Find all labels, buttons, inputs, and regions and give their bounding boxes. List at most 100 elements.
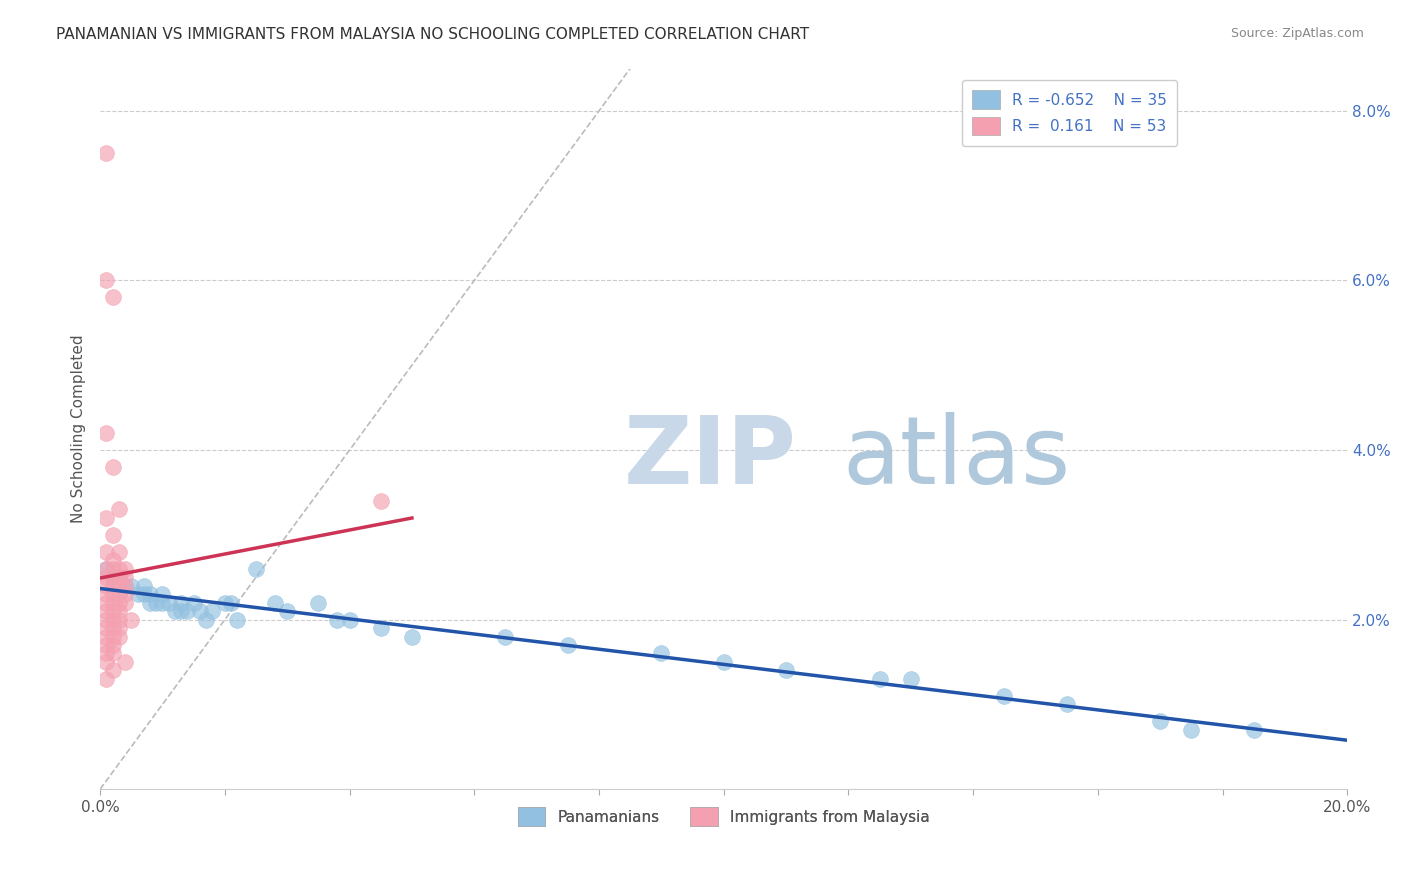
Point — [101, 638, 124, 652]
Point — [1243, 723, 1265, 737]
Point — [370, 621, 392, 635]
Point — [120, 613, 142, 627]
Point — [139, 587, 162, 601]
Point — [101, 570, 124, 584]
Point — [339, 613, 361, 627]
Point — [108, 596, 131, 610]
Point — [120, 579, 142, 593]
Point — [132, 579, 155, 593]
Point — [145, 596, 167, 610]
Point — [245, 562, 267, 576]
Point — [127, 587, 149, 601]
Point — [101, 562, 124, 576]
Point — [101, 528, 124, 542]
Point — [96, 562, 118, 576]
Point — [114, 562, 136, 576]
Point — [650, 647, 672, 661]
Point — [188, 604, 211, 618]
Point — [276, 604, 298, 618]
Point — [993, 689, 1015, 703]
Point — [494, 630, 516, 644]
Point — [96, 273, 118, 287]
Point — [96, 511, 118, 525]
Point — [101, 604, 124, 618]
Legend: Panamanians, Immigrants from Malaysia: Panamanians, Immigrants from Malaysia — [512, 801, 936, 832]
Point — [108, 545, 131, 559]
Point — [214, 596, 236, 610]
Point — [101, 647, 124, 661]
Point — [163, 604, 186, 618]
Point — [101, 553, 124, 567]
Point — [370, 494, 392, 508]
Point — [183, 596, 205, 610]
Point — [226, 613, 249, 627]
Point — [108, 570, 131, 584]
Point — [157, 596, 180, 610]
Point — [176, 604, 198, 618]
Point — [96, 630, 118, 644]
Point — [1056, 698, 1078, 712]
Point — [114, 579, 136, 593]
Point — [96, 579, 118, 593]
Text: atlas: atlas — [842, 411, 1070, 504]
Point — [108, 613, 131, 627]
Point — [108, 502, 131, 516]
Point — [263, 596, 285, 610]
Point — [101, 290, 124, 304]
Text: ZIP: ZIP — [624, 411, 797, 504]
Point — [114, 587, 136, 601]
Point — [170, 596, 193, 610]
Point — [96, 146, 118, 161]
Point — [713, 655, 735, 669]
Point — [96, 426, 118, 441]
Point — [101, 613, 124, 627]
Point — [108, 621, 131, 635]
Text: Source: ZipAtlas.com: Source: ZipAtlas.com — [1230, 27, 1364, 40]
Point — [132, 587, 155, 601]
Point — [101, 621, 124, 635]
Point — [900, 672, 922, 686]
Point — [101, 664, 124, 678]
Y-axis label: No Schooling Completed: No Schooling Completed — [72, 334, 86, 523]
Point — [114, 579, 136, 593]
Point — [101, 460, 124, 475]
Point — [201, 604, 224, 618]
Point — [96, 545, 118, 559]
Point — [101, 596, 124, 610]
Point — [114, 596, 136, 610]
Point — [219, 596, 242, 610]
Point — [101, 587, 124, 601]
Point — [96, 672, 118, 686]
Point — [108, 604, 131, 618]
Point — [101, 579, 124, 593]
Point — [96, 596, 118, 610]
Point — [96, 604, 118, 618]
Point — [114, 570, 136, 584]
Point — [101, 570, 124, 584]
Point — [326, 613, 349, 627]
Point — [1149, 714, 1171, 729]
Point — [557, 638, 579, 652]
Point — [401, 630, 423, 644]
Point — [114, 655, 136, 669]
Point — [139, 596, 162, 610]
Point — [108, 630, 131, 644]
Text: PANAMANIAN VS IMMIGRANTS FROM MALAYSIA NO SCHOOLING COMPLETED CORRELATION CHART: PANAMANIAN VS IMMIGRANTS FROM MALAYSIA N… — [56, 27, 810, 42]
Point — [96, 647, 118, 661]
Point — [775, 664, 797, 678]
Point — [869, 672, 891, 686]
Point — [96, 587, 118, 601]
Point — [108, 562, 131, 576]
Point — [1180, 723, 1202, 737]
Point — [108, 579, 131, 593]
Point — [96, 562, 118, 576]
Point — [96, 655, 118, 669]
Point — [195, 613, 218, 627]
Point — [152, 587, 174, 601]
Point — [170, 604, 193, 618]
Point — [108, 587, 131, 601]
Point — [101, 630, 124, 644]
Point — [307, 596, 329, 610]
Point — [108, 570, 131, 584]
Point — [96, 621, 118, 635]
